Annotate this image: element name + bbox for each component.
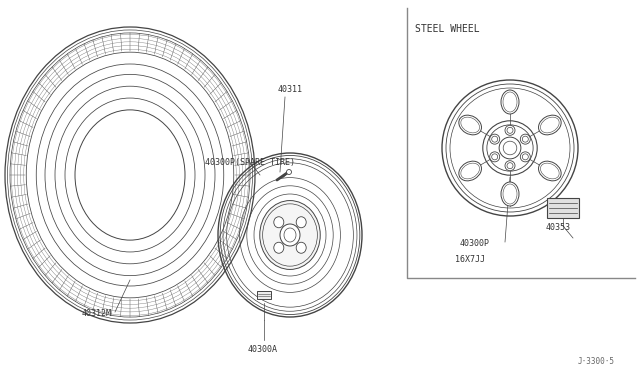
Text: 40312M: 40312M (82, 309, 112, 318)
Ellipse shape (501, 90, 519, 114)
Circle shape (499, 137, 521, 159)
Circle shape (490, 134, 500, 144)
Ellipse shape (501, 182, 519, 206)
FancyBboxPatch shape (257, 291, 271, 299)
Circle shape (287, 170, 291, 174)
Ellipse shape (296, 217, 306, 228)
Ellipse shape (538, 161, 561, 181)
Text: 16X7JJ: 16X7JJ (455, 255, 485, 264)
Circle shape (520, 152, 531, 162)
Circle shape (490, 152, 500, 162)
Ellipse shape (296, 242, 306, 253)
Ellipse shape (274, 217, 284, 228)
Text: 40311: 40311 (278, 85, 303, 94)
Text: 40300P(SPARE TIRE): 40300P(SPARE TIRE) (205, 158, 295, 167)
Ellipse shape (459, 161, 481, 181)
Ellipse shape (459, 115, 481, 135)
Ellipse shape (260, 201, 320, 269)
Ellipse shape (538, 115, 561, 135)
Circle shape (505, 125, 515, 135)
Text: J·3300·5: J·3300·5 (578, 357, 615, 366)
Text: 40300A: 40300A (248, 345, 278, 354)
Ellipse shape (75, 110, 185, 240)
Circle shape (505, 161, 515, 171)
Text: STEEL WHEEL: STEEL WHEEL (415, 24, 479, 34)
FancyBboxPatch shape (547, 198, 579, 218)
Circle shape (520, 134, 531, 144)
Ellipse shape (280, 224, 300, 246)
Text: 40300P: 40300P (460, 239, 490, 248)
Text: 40353: 40353 (546, 223, 571, 232)
Circle shape (442, 80, 578, 216)
Ellipse shape (274, 242, 284, 253)
